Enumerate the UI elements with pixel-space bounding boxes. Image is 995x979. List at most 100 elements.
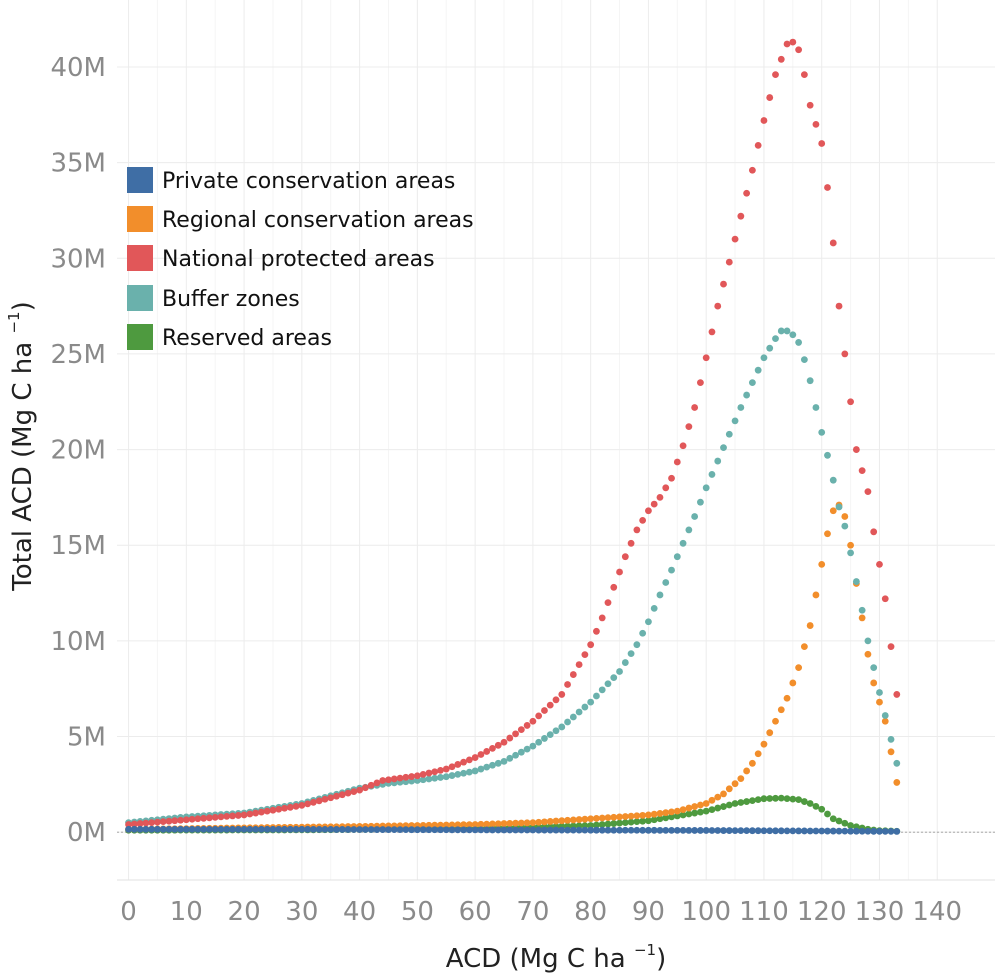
legend: Private conservation areas Regional cons… <box>127 167 474 351</box>
data-point <box>772 335 779 343</box>
data-point <box>835 827 843 835</box>
series-national-protected-areas <box>125 38 901 828</box>
data-point <box>587 698 595 706</box>
data-point <box>864 488 872 496</box>
data-point <box>847 827 854 835</box>
data-point <box>581 815 589 823</box>
data-point <box>200 825 208 833</box>
data-point <box>309 825 317 833</box>
data-point <box>564 681 571 688</box>
data-point <box>500 757 508 765</box>
x-tick-label: 50 <box>401 897 434 927</box>
data-point <box>558 817 566 825</box>
data-point <box>512 751 519 759</box>
data-point <box>656 815 664 823</box>
legend-swatch-private <box>127 167 153 193</box>
legend-label-regional: Regional conservation areas <box>162 208 474 233</box>
data-point <box>673 812 681 820</box>
data-point <box>471 767 479 775</box>
data-point <box>737 404 745 411</box>
data-point <box>321 795 329 803</box>
data-point <box>604 680 612 688</box>
data-point <box>598 826 606 834</box>
data-point <box>304 800 312 808</box>
data-point <box>876 698 883 706</box>
data-point <box>656 810 664 817</box>
data-point <box>737 212 745 220</box>
data-point <box>841 522 849 530</box>
data-point <box>517 826 525 834</box>
data-point <box>777 55 785 63</box>
data-point <box>252 825 260 833</box>
data-point <box>286 825 294 833</box>
data-point <box>633 526 641 534</box>
data-point <box>876 689 883 696</box>
data-point <box>263 807 271 815</box>
data-point <box>748 827 756 835</box>
data-point <box>581 651 589 659</box>
data-point <box>876 827 883 835</box>
data-point <box>760 117 768 124</box>
data-point <box>130 820 138 828</box>
data-point <box>130 825 138 833</box>
data-point <box>593 821 600 829</box>
data-point <box>673 807 681 815</box>
data-point <box>685 827 693 834</box>
data-point <box>321 825 329 833</box>
data-point <box>679 539 687 547</box>
data-point <box>760 740 768 748</box>
data-point <box>413 826 421 834</box>
data-point <box>223 812 231 820</box>
data-point <box>148 825 156 833</box>
data-point <box>194 825 202 833</box>
data-point <box>494 820 502 828</box>
data-point <box>645 507 652 515</box>
data-point <box>708 471 716 478</box>
data-point <box>454 771 462 778</box>
data-point <box>887 643 895 651</box>
data-point <box>795 664 803 672</box>
data-point <box>569 826 577 834</box>
data-point <box>650 604 658 612</box>
data-point <box>743 767 751 775</box>
data-point <box>818 560 826 568</box>
data-point <box>720 280 727 288</box>
data-point <box>350 826 358 833</box>
data-point <box>841 827 849 835</box>
data-point <box>702 827 710 834</box>
data-point <box>697 379 704 387</box>
data-point <box>252 809 260 817</box>
y-tick-label: 20M <box>50 436 106 466</box>
data-point <box>835 302 843 310</box>
data-point <box>881 827 889 835</box>
data-point <box>425 826 433 834</box>
data-point <box>564 816 571 824</box>
data-point <box>679 811 687 819</box>
data-point <box>610 813 618 821</box>
data-point <box>616 826 623 834</box>
data-point <box>656 493 664 501</box>
data-point <box>662 826 670 834</box>
data-point <box>870 679 878 687</box>
data-point <box>847 549 854 557</box>
data-point <box>621 553 629 561</box>
data-point <box>437 774 444 781</box>
data-point <box>379 826 387 833</box>
data-point <box>125 825 132 833</box>
data-point <box>275 805 283 813</box>
data-point <box>408 773 415 780</box>
data-point <box>483 748 491 755</box>
data-point <box>258 808 265 816</box>
data-point <box>691 827 699 834</box>
data-point <box>633 641 641 649</box>
data-point <box>893 828 901 835</box>
data-point <box>350 788 358 796</box>
data-point <box>725 258 733 266</box>
data-point <box>881 595 889 603</box>
data-point <box>281 825 288 833</box>
data-point <box>338 826 346 833</box>
data-point <box>309 798 317 806</box>
data-point <box>494 826 502 834</box>
data-point <box>483 820 491 828</box>
data-point <box>893 779 901 786</box>
